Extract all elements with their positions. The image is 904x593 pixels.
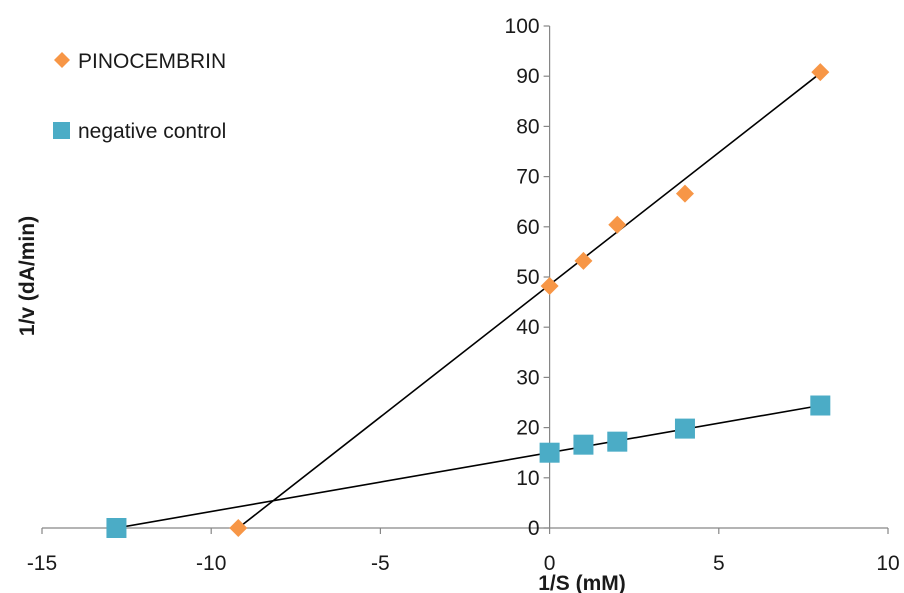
x-tick-label: 0 <box>544 552 556 575</box>
y-axis-title: 1/v (dA/min) <box>16 216 39 336</box>
y-tick-label: 100 <box>505 15 540 38</box>
legend-item-pinocembrin: PINOCEMBRIN <box>54 50 226 73</box>
y-tick-label: 0 <box>528 517 540 540</box>
trendlines <box>116 72 821 529</box>
x-tick-label: 5 <box>713 552 725 575</box>
y-tick-label: 10 <box>516 467 539 490</box>
point-pinocembrin <box>811 63 830 82</box>
trendline-negative-control <box>116 404 821 529</box>
point-pinocembrin <box>229 519 248 537</box>
legend-item-negative-control: negative control <box>53 120 226 143</box>
point-negative-control <box>573 434 594 455</box>
point-negative-control <box>539 442 560 463</box>
point-pinocembrin <box>608 215 627 234</box>
x-tick-label: -10 <box>196 552 226 575</box>
y-tick-label: 20 <box>516 417 539 440</box>
y-tick-label: 70 <box>516 166 539 189</box>
legend: PINOCEMBRIN negative control <box>53 50 226 143</box>
x-tick-label: -15 <box>27 552 57 575</box>
x-tick-label: 10 <box>876 552 899 575</box>
point-pinocembrin <box>675 184 694 203</box>
y-tick-label: 40 <box>516 316 539 339</box>
point-pinocembrin <box>574 251 593 270</box>
y-tick-label: 30 <box>516 366 539 389</box>
y-tick-label: 50 <box>516 266 539 289</box>
y-tick-label: 60 <box>516 216 539 239</box>
legend-marker-negative-control <box>53 122 70 139</box>
x-axis-title: 1/S (mM) <box>538 572 626 593</box>
point-negative-control <box>607 431 628 452</box>
legend-marker-pinocembrin <box>54 52 70 68</box>
markers <box>106 63 831 538</box>
point-negative-control <box>674 418 695 439</box>
y-tick-label: 80 <box>516 115 539 138</box>
legend-label-negative-control: negative control <box>78 120 226 143</box>
point-pinocembrin <box>540 277 559 296</box>
legend-label-pinocembrin: PINOCEMBRIN <box>78 50 226 73</box>
point-negative-control <box>106 518 127 538</box>
trendline-pinocembrin <box>237 72 821 529</box>
point-negative-control <box>810 395 831 416</box>
x-tick-label: -5 <box>371 552 390 575</box>
y-tick-label: 90 <box>516 65 539 88</box>
